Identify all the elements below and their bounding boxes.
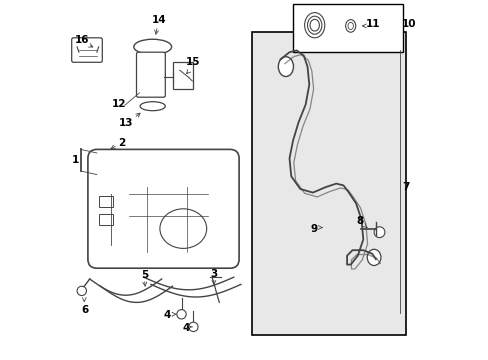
Circle shape — [177, 310, 186, 319]
Text: 11: 11 — [366, 19, 380, 30]
Circle shape — [373, 227, 384, 238]
FancyBboxPatch shape — [136, 52, 165, 97]
Text: 13: 13 — [118, 118, 133, 128]
Text: 5: 5 — [141, 270, 148, 280]
Circle shape — [77, 286, 86, 296]
Text: 12: 12 — [112, 99, 126, 109]
Text: 8: 8 — [355, 216, 363, 226]
FancyBboxPatch shape — [251, 32, 406, 335]
Ellipse shape — [160, 209, 206, 248]
Text: 9: 9 — [310, 224, 317, 234]
Ellipse shape — [366, 249, 380, 266]
Text: 14: 14 — [151, 15, 166, 25]
FancyBboxPatch shape — [72, 38, 102, 62]
Ellipse shape — [278, 57, 293, 77]
Text: 2: 2 — [118, 138, 125, 148]
Ellipse shape — [140, 102, 165, 111]
Ellipse shape — [347, 22, 353, 30]
Text: 7: 7 — [401, 182, 408, 192]
Text: 16: 16 — [74, 35, 89, 45]
Text: 15: 15 — [186, 57, 200, 67]
FancyBboxPatch shape — [173, 62, 193, 89]
FancyBboxPatch shape — [99, 214, 113, 225]
FancyBboxPatch shape — [88, 149, 239, 268]
FancyBboxPatch shape — [292, 4, 402, 52]
Text: 3: 3 — [210, 269, 217, 279]
Text: 6: 6 — [81, 305, 89, 315]
Ellipse shape — [345, 19, 355, 32]
Circle shape — [188, 322, 198, 332]
Text: 1: 1 — [72, 155, 79, 165]
FancyBboxPatch shape — [99, 196, 113, 207]
Text: 4: 4 — [163, 310, 170, 320]
Ellipse shape — [134, 39, 171, 54]
Text: 10: 10 — [401, 19, 415, 30]
Text: 4: 4 — [182, 323, 189, 333]
